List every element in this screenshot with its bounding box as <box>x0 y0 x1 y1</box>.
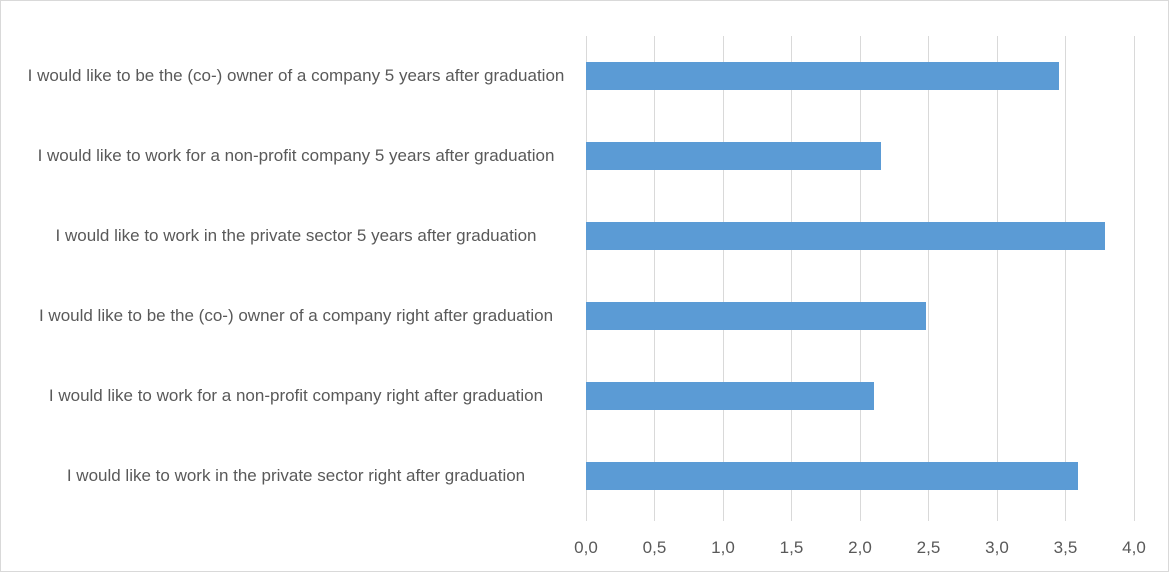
grid-line <box>928 36 929 521</box>
category-label: I would like to be the (co-) owner of a … <box>27 66 565 85</box>
bar <box>586 62 1059 90</box>
grid-line <box>722 36 724 521</box>
x-tick-label: 3,5 <box>1053 538 1078 557</box>
bar <box>586 382 874 410</box>
x-tick-label: 0,0 <box>574 538 598 557</box>
x-tick-label: 3,0 <box>985 538 1009 557</box>
grid-line <box>859 36 861 521</box>
x-tick-label: 2,5 <box>916 538 941 557</box>
x-tick-label: 4,0 <box>1122 538 1146 557</box>
bar <box>586 302 926 330</box>
x-tick-label: 0,5 <box>642 538 667 557</box>
grid-line <box>654 36 655 521</box>
grid-line <box>585 36 587 521</box>
bar <box>586 222 1106 250</box>
grid-line <box>1065 36 1066 521</box>
bar <box>586 142 881 170</box>
category-label: I would like to work in the private sect… <box>66 466 526 485</box>
grid-line <box>1133 36 1135 521</box>
x-tick-label: 2,0 <box>848 538 872 557</box>
grid-line <box>791 36 792 521</box>
bar <box>586 462 1078 490</box>
category-label: I would like to be the (co-) owner of a … <box>38 306 554 325</box>
category-label: I would like to work in the private sect… <box>55 226 537 245</box>
category-label: I would like to work for a non-profit co… <box>48 386 544 405</box>
x-tick-label: 1,5 <box>779 538 804 557</box>
category-label: I would like to work for a non-profit co… <box>37 146 555 165</box>
x-tick-label: 1,0 <box>711 538 735 557</box>
grid-line <box>996 36 998 521</box>
